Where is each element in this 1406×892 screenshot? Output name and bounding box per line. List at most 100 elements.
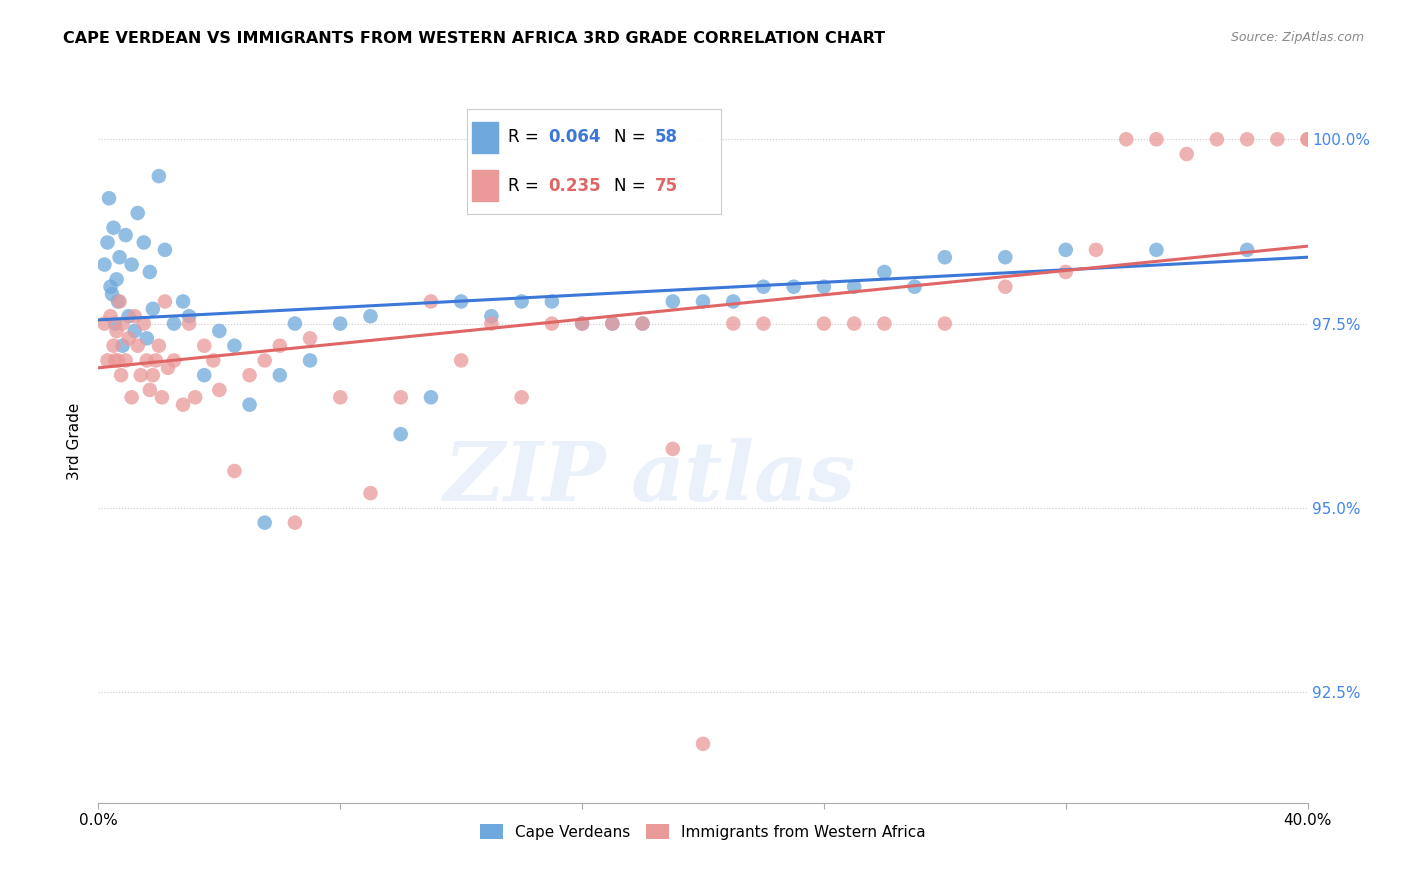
Point [153,243,176,257]
Point [208,383,231,397]
Point [150,390,173,404]
Text: CAPE VERDEAN VS IMMIGRANTS FROM WESTERN AFRICA 3RD GRADE CORRELATION CHART: CAPE VERDEAN VS IMMIGRANTS FROM WESTERN … [63,31,886,46]
Point [329,317,352,331]
Point [239,398,262,412]
Point [93,258,115,272]
Point [1115,132,1137,146]
Point [124,324,146,338]
Point [1206,132,1229,146]
Point [100,309,122,323]
Point [602,317,624,331]
Point [253,516,276,530]
Point [153,294,176,309]
Point [224,464,246,478]
Point [107,353,129,368]
Point [661,294,683,309]
Text: atlas: atlas [630,438,856,517]
Point [783,279,806,293]
Text: Source: ZipAtlas.com: Source: ZipAtlas.com [1230,31,1364,45]
Point [904,279,927,293]
Point [934,317,956,331]
Point [1357,132,1379,146]
Point [193,339,215,353]
Point [104,353,127,368]
Point [114,353,136,368]
Point [142,368,165,383]
Point [692,737,714,751]
Point [299,353,322,368]
Point [96,353,118,368]
Point [156,360,179,375]
Point [139,383,162,397]
Point [98,191,121,205]
Point [1146,243,1168,257]
Point [420,390,443,404]
Point [450,353,472,368]
Point [1333,132,1355,146]
Point [118,331,141,345]
Point [420,294,443,309]
Point [127,339,149,353]
Point [163,317,186,331]
Point [239,368,262,383]
Point [1312,132,1334,146]
Point [1175,147,1198,161]
Point [752,317,775,331]
Point [142,301,165,316]
Point [540,317,562,331]
Point [93,317,115,331]
Point [360,486,382,500]
Point [481,317,503,331]
Point [631,317,654,331]
Point [934,250,956,264]
Point [602,317,624,331]
Point [103,339,125,353]
Point [132,317,155,331]
Point [121,390,143,404]
Point [129,368,152,383]
Point [121,258,143,272]
Point [1296,132,1319,146]
Point [1085,243,1108,257]
Point [224,339,246,353]
Point [110,368,132,383]
Point [179,317,201,331]
Point [111,317,134,331]
Point [813,279,835,293]
Point [105,324,128,338]
Point [1236,243,1258,257]
Point [1146,132,1168,146]
Point [873,317,896,331]
Point [1054,243,1077,257]
Point [450,294,472,309]
Point [813,317,835,331]
Point [631,317,654,331]
Point [118,309,141,323]
Point [124,309,146,323]
Point [571,317,593,331]
Y-axis label: 3rd Grade: 3rd Grade [67,403,83,480]
Legend: Cape Verdeans, Immigrants from Western Africa: Cape Verdeans, Immigrants from Western A… [474,818,932,846]
Point [269,339,291,353]
Point [1351,132,1374,146]
Point [108,250,131,264]
Point [994,250,1017,264]
Point [389,427,412,442]
Point [101,287,124,301]
Point [1054,265,1077,279]
Point [145,353,167,368]
Point [139,265,162,279]
Point [148,169,170,183]
Point [111,339,134,353]
Point [510,390,533,404]
Point [193,368,215,383]
Point [172,294,194,309]
Point [184,390,207,404]
Point [284,317,307,331]
Point [208,324,231,338]
Point [481,309,503,323]
Point [329,390,352,404]
Point [1320,132,1343,146]
Point [127,206,149,220]
Point [540,294,562,309]
